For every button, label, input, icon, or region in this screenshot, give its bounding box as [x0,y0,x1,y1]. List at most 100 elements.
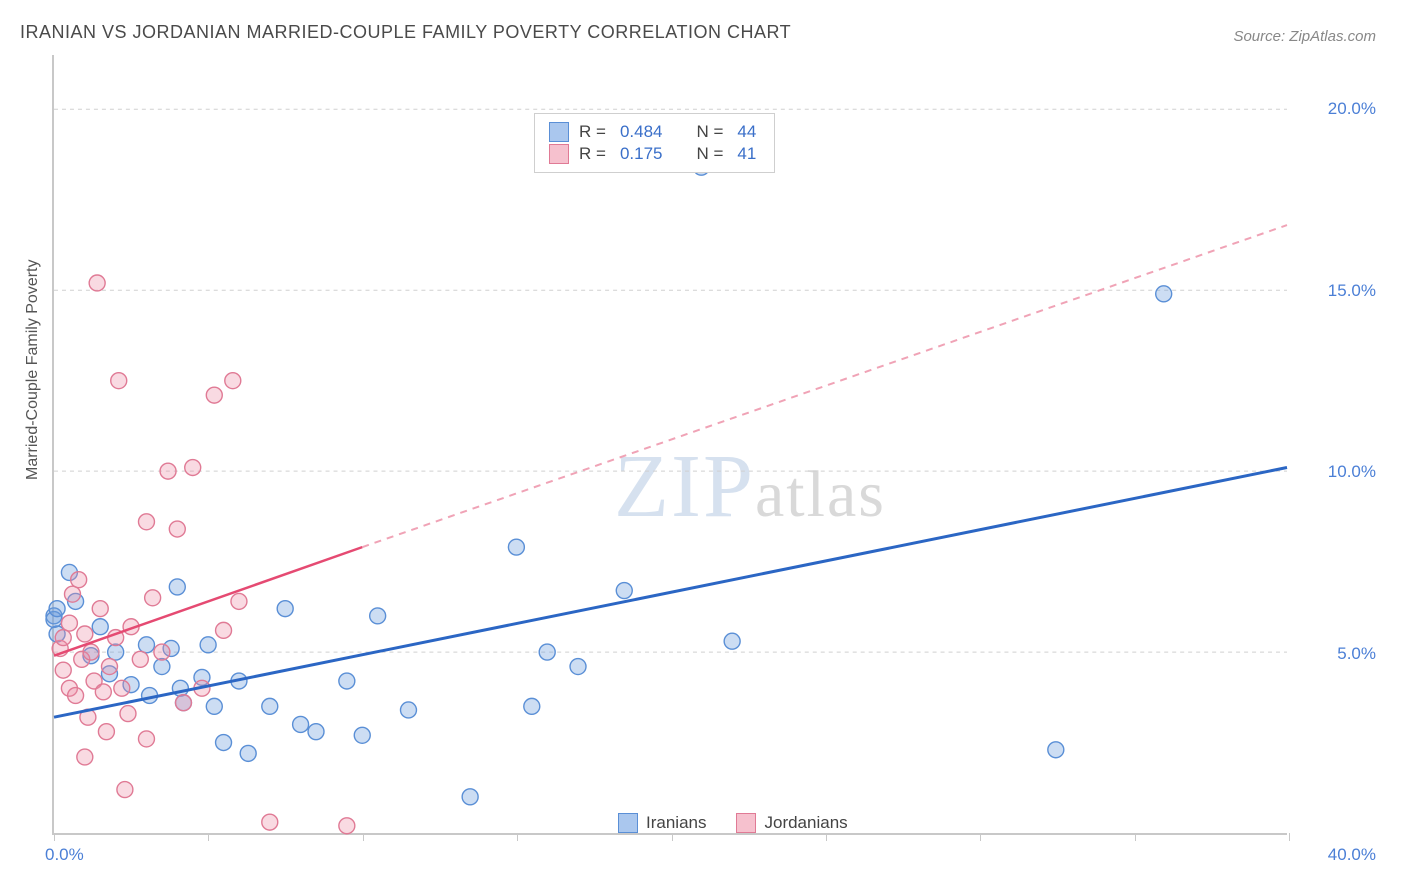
data-point [68,688,84,704]
legend-n-label-2: N = [696,144,723,164]
chart-title: IRANIAN VS JORDANIAN MARRIED-COUPLE FAMI… [20,22,791,43]
data-point [185,460,201,476]
legend-n-jordanians: 41 [737,144,756,164]
source-attribution: Source: ZipAtlas.com [1233,28,1376,45]
x-tick [1135,833,1136,841]
data-point [354,727,370,743]
data-point [308,724,324,740]
y-tick-label: 5.0% [1337,644,1376,664]
legend-r-label: R = [579,122,606,142]
data-point [277,601,293,617]
data-point [616,583,632,599]
data-point [524,698,540,714]
y-tick-label: 15.0% [1328,281,1376,301]
data-point [92,601,108,617]
data-point [339,673,355,689]
data-point [71,572,87,588]
legend-r-jordanians: 0.175 [620,144,663,164]
data-point [117,782,133,798]
data-point [169,521,185,537]
data-point [1156,286,1172,302]
data-point [206,698,222,714]
data-point [108,644,124,660]
y-tick-label: 20.0% [1328,99,1376,119]
data-point [508,539,524,555]
legend-row-iranians: R = 0.484 N = 44 [549,122,760,142]
swatch-jordanians-icon [549,144,569,164]
data-point [216,735,232,751]
data-point [55,630,71,646]
data-point [216,622,232,638]
legend-r-label-2: R = [579,144,606,164]
legend-n-iranians: 44 [737,122,756,142]
x-tick [1289,833,1290,841]
data-point [77,626,93,642]
data-point [83,644,99,660]
data-point [539,644,555,660]
x-tick [980,833,981,841]
trend-line-dashed [362,225,1287,547]
y-axis-label: Married-Couple Family Poverty [24,259,42,480]
x-tick [54,833,55,841]
x-tick-label-min: 0.0% [45,845,84,865]
data-point [160,463,176,479]
chart-container: IRANIAN VS JORDANIAN MARRIED-COUPLE FAMI… [0,0,1406,892]
data-point [95,684,111,700]
swatch-iranians-icon [549,122,569,142]
data-point [120,706,136,722]
data-point [98,724,114,740]
trend-line [54,468,1287,718]
data-point [462,789,478,805]
data-point [262,814,278,830]
data-point [231,593,247,609]
data-point [49,601,65,617]
x-tick [672,833,673,841]
data-point [65,586,81,602]
data-point [262,698,278,714]
data-point [77,749,93,765]
data-point [111,373,127,389]
data-point [370,608,386,624]
data-point [138,514,154,530]
data-point [92,619,108,635]
data-point [724,633,740,649]
series-label-jordanians: Jordanians [764,813,847,833]
data-point [175,695,191,711]
data-point [145,590,161,606]
data-point [1048,742,1064,758]
data-point [138,637,154,653]
swatch-iranians-bottom-icon [618,813,638,833]
x-tick [517,833,518,841]
legend-row-jordanians: R = 0.175 N = 41 [549,144,760,164]
data-point [132,651,148,667]
series-label-iranians: Iranians [646,813,706,833]
data-point [154,659,170,675]
x-tick-label-max: 40.0% [1328,845,1376,865]
data-point [293,716,309,732]
data-point [200,637,216,653]
legend-r-iranians: 0.484 [620,122,663,142]
y-tick-label: 10.0% [1328,462,1376,482]
x-tick [208,833,209,841]
data-point [225,373,241,389]
data-point [138,731,154,747]
series-item-jordanians: Jordanians [736,813,847,833]
legend-n-label: N = [696,122,723,142]
data-point [570,659,586,675]
x-tick [826,833,827,841]
swatch-jordanians-bottom-icon [736,813,756,833]
data-point [154,644,170,660]
correlation-legend: R = 0.484 N = 44 R = 0.175 N = 41 [534,113,775,173]
data-point [61,615,77,631]
data-point [89,275,105,291]
data-point [206,387,222,403]
data-point [101,659,117,675]
series-legend: Iranians Jordanians [614,813,852,833]
data-point [55,662,71,678]
plot-area: ZIPatlas R = 0.484 N = 44 R = 0.175 N [52,55,1287,835]
series-item-iranians: Iranians [618,813,706,833]
data-point [114,680,130,696]
x-tick [363,833,364,841]
data-point [401,702,417,718]
data-point [240,745,256,761]
